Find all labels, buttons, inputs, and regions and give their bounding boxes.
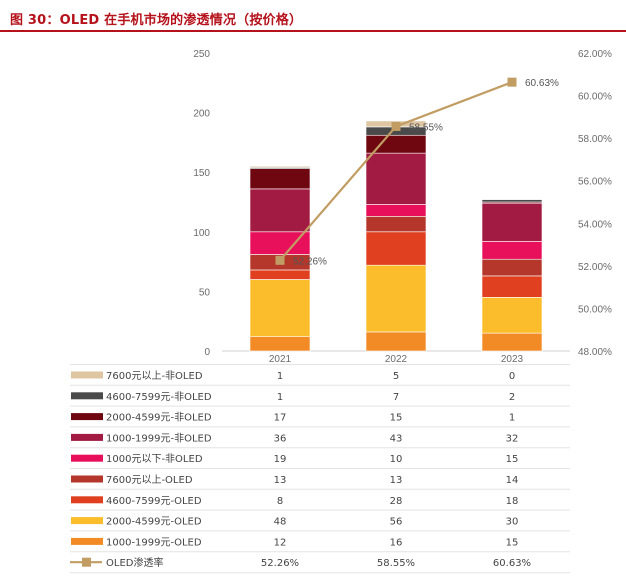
legend-entry-label: 2000-4599元-非OLED (106, 412, 212, 424)
table-cell-value: 10 (390, 454, 403, 465)
legend-entry-label: 1000-1999元-非OLED (106, 432, 212, 444)
legend-color-key (71, 371, 103, 379)
legend-color-key (71, 433, 103, 441)
legend-color-key (71, 392, 103, 400)
bar-segment (365, 204, 427, 217)
y-right-tick-label: 58.00% (578, 134, 612, 145)
table-cell-value: 56 (390, 517, 403, 528)
legend-entry-label: OLED渗透率 (106, 556, 163, 569)
legend-color-key (71, 517, 103, 525)
table-cell-value: 8 (277, 496, 283, 507)
table-cell-value: 60.63% (493, 558, 531, 569)
table-cell-value: 0 (509, 371, 515, 382)
chart-title: 图 30：OLED 在手机市场的渗透情况（按价格） (10, 13, 303, 28)
title-rule (0, 30, 626, 32)
table-cell-value: 30 (506, 517, 519, 528)
bar-segment (249, 279, 311, 337)
y-right-tick-label: 54.00% (578, 219, 612, 230)
table-cell-value: 15 (506, 454, 519, 465)
table-cell-value: 14 (506, 475, 519, 486)
legend-color-key (71, 413, 103, 421)
legend-line-marker (82, 557, 91, 567)
table-cell-value: 19 (274, 454, 287, 465)
bar-segment (249, 188, 311, 233)
y-left-tick-label: 150 (193, 168, 210, 179)
bar-segment (365, 152, 427, 205)
table-cell-value: 15 (506, 537, 519, 548)
line-marker (275, 255, 285, 265)
x-tick-label: 2021 (269, 354, 292, 365)
table-cell-value: 1 (509, 413, 515, 424)
table-cell-value: 43 (390, 433, 403, 444)
bar-segment (249, 269, 311, 280)
bar-segment (481, 258, 543, 277)
legend-color-key (71, 537, 103, 545)
table-cell-value: 58.55% (377, 558, 415, 569)
bar-segment (481, 199, 543, 203)
y-left-tick-label: 250 (193, 49, 210, 60)
bar-segment (365, 231, 427, 266)
line-data-label: 60.63% (525, 78, 559, 89)
table-cell-value: 13 (274, 475, 287, 486)
bar-segment (249, 336, 311, 352)
y-right-tick-label: 62.00% (578, 49, 612, 60)
legend-entry-label: 4600-7599元-OLED (106, 496, 202, 507)
table-cell-value: 2 (509, 392, 515, 403)
legend-color-key (71, 475, 103, 483)
y-left-tick-label: 0 (204, 347, 210, 358)
y-left-tick-label: 200 (193, 109, 210, 120)
table-cell-value: 32 (506, 433, 519, 444)
bar-segment (481, 332, 543, 352)
line-marker (391, 121, 401, 131)
legend-entry-label: 1000-1999元-OLED (106, 537, 202, 548)
y-right-tick-label: 56.00% (578, 177, 612, 188)
x-tick-label: 2023 (501, 354, 524, 365)
bar-segment (481, 297, 543, 334)
y-left-tick-label: 100 (193, 228, 210, 239)
y-right-tick-label: 48.00% (578, 347, 612, 358)
bar-segment (481, 202, 543, 242)
legend-color-key (71, 496, 103, 504)
line-marker (507, 77, 517, 87)
bar-segment (249, 168, 311, 190)
legend-entry-label: 1000元以下-非OLED (106, 453, 203, 465)
bar-segment (249, 165, 311, 168)
legend-entry-label: 4600-7599元-非OLED (106, 391, 212, 403)
y-left-tick-label: 50 (199, 287, 211, 298)
table-cell-value: 12 (274, 537, 287, 548)
table-cell-value: 36 (274, 433, 287, 444)
table-cell-value: 5 (393, 371, 399, 382)
y-right-tick-label: 60.00% (578, 92, 612, 103)
legend-color-key (71, 454, 103, 462)
table-cell-value: 16 (390, 537, 403, 548)
bar-segment (365, 264, 427, 333)
table-cell-value: 7 (393, 392, 399, 403)
line-data-label: 58.55% (409, 122, 443, 133)
x-tick-label: 2022 (385, 354, 408, 365)
table-cell-value: 1 (277, 371, 283, 382)
table-cell-value: 48 (274, 517, 287, 528)
legend-entry-label: 7600元以上-OLED (106, 474, 193, 486)
table-cell-value: 52.26% (261, 558, 299, 569)
table-cell-value: 18 (506, 496, 519, 507)
line-data-label: 52.26% (293, 256, 327, 267)
y-right-tick-label: 52.00% (578, 262, 612, 273)
table-cell-value: 28 (390, 496, 403, 507)
bar-segment (481, 275, 543, 298)
y-right-tick-label: 50.00% (578, 304, 612, 315)
table-cell-value: 13 (390, 475, 403, 486)
table-cell-value: 15 (390, 413, 403, 424)
table-cell-value: 17 (274, 413, 287, 424)
table-cell-value: 1 (277, 392, 283, 403)
legend-entry-label: 2000-4599元-OLED (106, 517, 202, 528)
bar-segment (365, 216, 427, 233)
bar-segment (365, 331, 427, 352)
legend-entry-label: 7600元以上-非OLED (106, 370, 203, 382)
bar-segment (481, 241, 543, 260)
